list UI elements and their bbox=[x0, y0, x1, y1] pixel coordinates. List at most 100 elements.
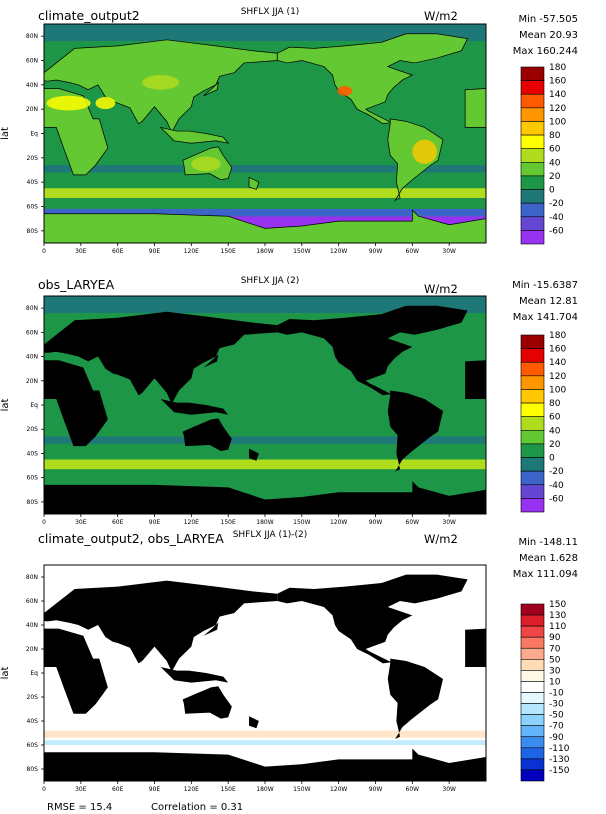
x-tick-label: 120E bbox=[184, 248, 199, 255]
y-tick-label: 40S bbox=[27, 718, 39, 725]
colorbar-swatch bbox=[520, 162, 545, 177]
colorbar-level-label: 20 bbox=[549, 440, 561, 450]
colorbar-swatch bbox=[520, 334, 545, 349]
arabia-hotspot bbox=[95, 97, 116, 110]
colorbar-level-label: 0 bbox=[549, 186, 555, 196]
colorbar-swatch bbox=[520, 614, 545, 627]
y-axis-label: lat bbox=[0, 127, 11, 140]
y-tick-label: 20N bbox=[26, 646, 38, 653]
y-tick-label: 60N bbox=[26, 58, 38, 65]
x-tick-label: 90W bbox=[369, 248, 383, 255]
y-tick-label: 20S bbox=[27, 155, 39, 162]
colorbar-swatch bbox=[520, 647, 545, 660]
colorbar-swatch bbox=[520, 80, 545, 95]
y-tick-label: 40N bbox=[26, 354, 38, 361]
stat-max: Max 111.094 bbox=[513, 569, 578, 580]
storm-track-band bbox=[44, 459, 486, 470]
colorbar-level-label: -70 bbox=[549, 722, 564, 732]
x-tick-label: 0 bbox=[42, 248, 46, 255]
colorbar-level-label: -110 bbox=[549, 744, 570, 754]
x-tick-label: 60W bbox=[406, 519, 420, 526]
colorbar-swatch bbox=[520, 402, 545, 417]
stat-max: Max 160.244 bbox=[513, 46, 578, 57]
diff-band-negative bbox=[44, 740, 486, 745]
colorbar-level-label: -40 bbox=[549, 213, 564, 223]
australia-band bbox=[191, 156, 221, 172]
colorbar-level-label: 110 bbox=[549, 622, 566, 632]
colorbar-level-label: 150 bbox=[549, 600, 566, 610]
colorbar-level-label: -20 bbox=[549, 199, 564, 209]
y-tick-label: 20N bbox=[26, 378, 38, 385]
x-tick-label: 120E bbox=[184, 786, 199, 793]
colorbar-swatch bbox=[520, 134, 545, 149]
stat-mean: Mean 1.628 bbox=[519, 553, 578, 564]
brazil-hotspot bbox=[412, 139, 437, 164]
colorbar-level-label: 100 bbox=[549, 117, 566, 127]
y-tick-label: 40S bbox=[27, 179, 39, 186]
colorbar-swatch bbox=[520, 348, 545, 363]
x-tick-label: 60E bbox=[112, 519, 124, 526]
central-asia-band bbox=[142, 75, 180, 90]
y-tick-label: 80S bbox=[27, 228, 39, 235]
colorbar-swatch bbox=[520, 430, 545, 445]
x-tick-label: 30W bbox=[442, 248, 456, 255]
colorbar-swatch bbox=[520, 389, 545, 404]
stat-min: Min -57.505 bbox=[518, 14, 578, 25]
x-tick-label: 120W bbox=[330, 786, 347, 793]
colorbar-level-label: -130 bbox=[549, 755, 570, 765]
colorbar-swatch bbox=[520, 202, 545, 218]
x-tick-label: 60W bbox=[406, 248, 420, 255]
colorbar-swatch bbox=[520, 230, 545, 245]
panel-center-title: SHFLX JJA (2) bbox=[241, 276, 300, 286]
colorbar-level-label: -20 bbox=[549, 467, 564, 477]
x-tick-label: 120W bbox=[330, 248, 347, 255]
colorbar-level-label: 130 bbox=[549, 611, 566, 621]
colorbar-swatch bbox=[520, 443, 545, 458]
colorbar-level-label: 90 bbox=[549, 633, 561, 643]
na-southwest-hotspot bbox=[337, 86, 353, 96]
stat-mean: Mean 12.81 bbox=[519, 296, 578, 307]
storm-track-band bbox=[44, 188, 486, 198]
y-tick-label: 60N bbox=[26, 329, 38, 336]
colorbar-swatch bbox=[520, 189, 545, 204]
colorbar-swatch bbox=[520, 361, 545, 377]
colorbar-swatch bbox=[520, 692, 545, 704]
y-tick-label: Eq bbox=[30, 131, 38, 138]
southern-ocean-band bbox=[44, 165, 486, 173]
y-tick-label: 60N bbox=[26, 598, 38, 605]
panel-center-title: SHFLX JJA (1) bbox=[241, 7, 300, 17]
colorbar-swatch bbox=[520, 747, 545, 760]
colorbar-swatch bbox=[520, 681, 545, 693]
y-tick-label: 40S bbox=[27, 450, 39, 457]
y-tick-label: 20S bbox=[27, 694, 39, 701]
x-tick-label: 30E bbox=[75, 519, 87, 526]
diff-band-positive bbox=[44, 730, 486, 738]
colorbar-level-label: -90 bbox=[549, 733, 564, 743]
colorbar-level-label: 180 bbox=[549, 331, 566, 341]
panel-title: obs_LARYEA bbox=[38, 277, 115, 292]
colorbar-level-label: -40 bbox=[549, 481, 564, 491]
panel-title: climate_output2 bbox=[38, 8, 140, 23]
stat-min: Min -148.11 bbox=[518, 537, 578, 548]
y-tick-label: 60S bbox=[27, 204, 39, 211]
x-tick-label: 90E bbox=[149, 786, 161, 793]
x-tick-label: 180W bbox=[256, 248, 273, 255]
colorbar: 180 160 140 120 100 80 60 40 20 0 -20 -40 -60 bbox=[520, 63, 566, 245]
units-label: W/m2 bbox=[424, 532, 458, 546]
colorbar-level-label: 0 bbox=[549, 454, 555, 464]
x-tick-label: 60E bbox=[112, 786, 124, 793]
x-tick-label: 150E bbox=[221, 248, 236, 255]
colorbar-level-label: 120 bbox=[549, 372, 566, 382]
y-tick-label: 60S bbox=[27, 475, 39, 482]
antarctic-edge-band bbox=[44, 208, 486, 217]
correlation-label: Correlation = 0.31 bbox=[151, 802, 243, 813]
x-tick-label: 30E bbox=[75, 786, 87, 793]
colorbar-level-label: 50 bbox=[549, 655, 561, 665]
rmse-label: RMSE = 15.4 bbox=[47, 802, 112, 813]
x-tick-label: 150E bbox=[221, 519, 236, 526]
colorbar-swatch bbox=[520, 470, 545, 486]
colorbar-swatch bbox=[520, 603, 545, 616]
colorbar-swatch bbox=[520, 670, 545, 682]
colorbar-level-label: -60 bbox=[549, 494, 564, 504]
colorbar-swatch bbox=[520, 375, 545, 390]
